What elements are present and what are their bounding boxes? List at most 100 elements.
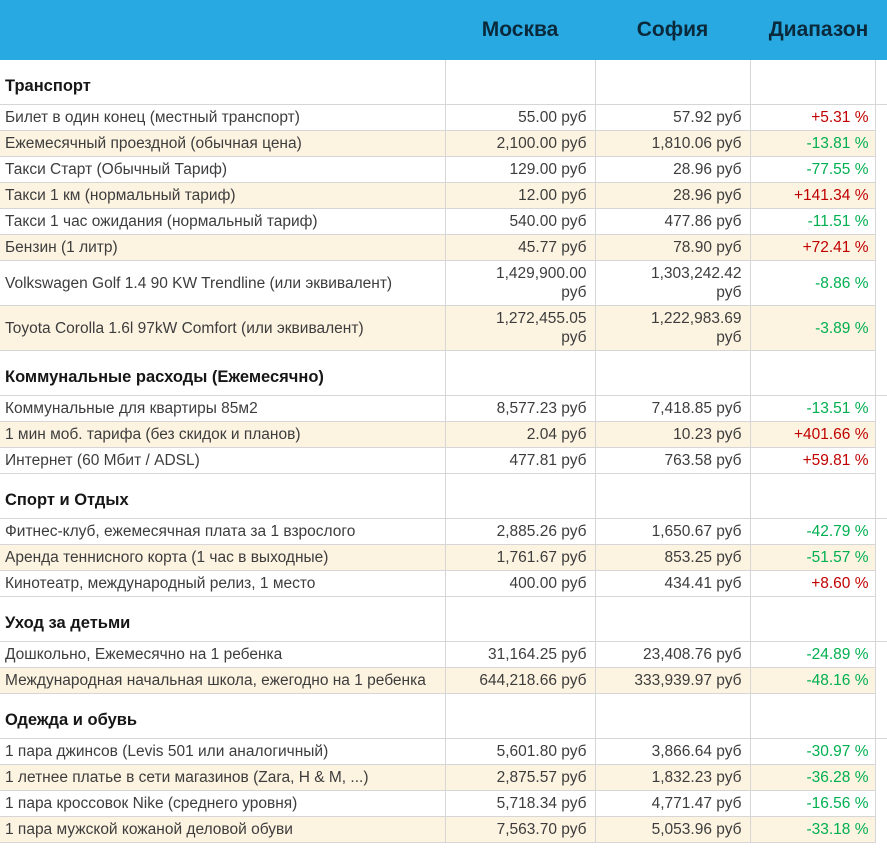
moscow-value-text: 400.00 руб	[509, 575, 587, 592]
table-row: 1 мин моб. тарифа (без скидок и планов) 2…	[0, 421, 887, 448]
section-title: Транспорт	[0, 60, 446, 105]
moscow-value-text: 5,601.80 руб	[496, 743, 587, 760]
empty-cell	[445, 473, 596, 519]
moscow-value: 12.00 руб	[445, 182, 596, 209]
range-value: -42.79 %	[750, 518, 876, 545]
empty-cell	[445, 350, 596, 396]
empty-cell	[750, 473, 876, 519]
scrollbar-gutter	[875, 104, 887, 131]
moscow-value-text: 540.00 руб	[509, 213, 587, 230]
column-header-sofia: София	[595, 0, 750, 60]
sofia-value: 1,222,983.69 руб	[595, 305, 751, 351]
sofia-value-text: 10.23 руб	[673, 426, 742, 443]
sofia-value: 5,053.96 руб	[595, 816, 751, 843]
sofia-value-text: 434.41 руб	[664, 575, 742, 592]
sofia-value-text: 23,408.76 руб	[642, 646, 742, 663]
row-label: Билет в один конец (местный транспорт)	[0, 104, 446, 131]
table-row: Volkswagen Golf 1.4 90 KW Trendline (или…	[0, 260, 887, 306]
row-label: Международная начальная школа, ежегодно …	[0, 667, 446, 694]
range-value: -13.81 %	[750, 130, 876, 157]
range-value: +401.66 %	[750, 421, 876, 448]
sofia-value-text: 5,053.96 руб	[651, 821, 742, 838]
table-row: Такси Старт (Обычный Тариф) 129.00 руб 28.…	[0, 156, 887, 183]
moscow-value: 5,601.80 руб	[445, 738, 596, 765]
moscow-value: 540.00 руб	[445, 208, 596, 235]
scrollbar-gutter	[875, 570, 887, 597]
moscow-value: 7,563.70 руб	[445, 816, 596, 843]
moscow-value-text: 1,761.67 руб	[496, 549, 587, 566]
range-value: -13.51 %	[750, 395, 876, 422]
scrollbar-gutter	[875, 421, 887, 448]
moscow-value-text: 5,718.34 руб	[496, 795, 587, 812]
table-row: Билет в один конец (местный транспорт) 55…	[0, 104, 887, 131]
sofia-value: 1,650.67 руб	[595, 518, 751, 545]
row-label: Toyota Corolla 1.6l 97kW Comfort (или эк…	[0, 305, 446, 351]
row-label: Такси 1 час ожидания (нормальный тариф)	[0, 208, 446, 235]
moscow-value: 477.81 руб	[445, 447, 596, 474]
table-row: 1 пара кроссовок Nike (среднего уровня) 5…	[0, 790, 887, 817]
moscow-value: 55.00 руб	[445, 104, 596, 131]
range-value: -36.28 %	[750, 764, 876, 791]
table-row: 1 летнее платье в сети магазинов (Zara, …	[0, 764, 887, 791]
range-value: +5.31 %	[750, 104, 876, 131]
moscow-value-text: 8,577.23 руб	[496, 400, 587, 417]
moscow-value-text: 31,164.25 руб	[487, 646, 587, 663]
sofia-value-text: 4,771.47 руб	[651, 795, 742, 812]
row-label: Аренда теннисного корта (1 час в выходны…	[0, 544, 446, 571]
range-value: +72.41 %	[750, 234, 876, 261]
table-row: Интернет (60 Мбит / ADSL) 477.81 руб 763.5…	[0, 447, 887, 474]
range-value: -33.18 %	[750, 816, 876, 843]
moscow-value-text: 12.00 руб	[518, 187, 587, 204]
moscow-value-text: 55.00 руб	[518, 109, 587, 126]
moscow-value: 5,718.34 руб	[445, 790, 596, 817]
moscow-value: 8,577.23 руб	[445, 395, 596, 422]
table-header: Москва София Диапазон	[0, 0, 887, 60]
moscow-value-text: 1,429,900.00 руб	[495, 265, 587, 301]
row-label: Интернет (60 Мбит / ADSL)	[0, 447, 446, 474]
scrollbar-gutter	[875, 816, 887, 843]
empty-cell	[445, 60, 596, 105]
sofia-value: 1,832.23 руб	[595, 764, 751, 791]
table-row: 1 пара джинсов (Levis 501 или аналогичны…	[0, 738, 887, 765]
scrollbar-gutter	[875, 738, 887, 765]
moscow-value-text: 644,218.66 руб	[479, 672, 587, 689]
moscow-value: 2.04 руб	[445, 421, 596, 448]
scrollbar-gutter	[875, 260, 887, 306]
range-value: -3.89 %	[750, 305, 876, 351]
moscow-value: 1,761.67 руб	[445, 544, 596, 571]
sofia-value: 1,810.06 руб	[595, 130, 751, 157]
empty-cell	[595, 60, 751, 105]
scrollbar-gutter	[875, 544, 887, 571]
section-header-row: Коммунальные расходы (Ежемесячно)	[0, 350, 887, 396]
scrollbar-gutter	[875, 641, 887, 668]
moscow-value-text: 2.04 руб	[526, 426, 587, 443]
table-row: Такси 1 км (нормальный тариф) 12.00 руб 28…	[0, 182, 887, 209]
sofia-value: 434.41 руб	[595, 570, 751, 597]
empty-cell	[750, 596, 876, 642]
range-value: -48.16 %	[750, 667, 876, 694]
sofia-value-text: 7,418.85 руб	[651, 400, 742, 417]
column-header-range: Диапазон	[750, 0, 887, 60]
sofia-value-text: 1,650.67 руб	[651, 523, 742, 540]
sofia-value: 78.90 руб	[595, 234, 751, 261]
table-row: Toyota Corolla 1.6l 97kW Comfort (или эк…	[0, 305, 887, 351]
table-row: Кинотеатр, международный релиз, 1 место 4…	[0, 570, 887, 597]
sofia-value-text: 28.96 руб	[673, 161, 742, 178]
moscow-value-text: 45.77 руб	[518, 239, 587, 256]
range-value: -11.51 %	[750, 208, 876, 235]
table-row: Такси 1 час ожидания (нормальный тариф) 5…	[0, 208, 887, 235]
row-label: 1 пара джинсов (Levis 501 или аналогичны…	[0, 738, 446, 765]
section-header-row: Уход за детьми	[0, 596, 887, 642]
row-label: 1 пара мужской кожаной деловой обуви	[0, 816, 446, 843]
scrollbar-gutter	[875, 305, 887, 351]
section-title: Коммунальные расходы (Ежемесячно)	[0, 350, 446, 396]
moscow-value-text: 7,563.70 руб	[496, 821, 587, 838]
table-row: Ежемесячный проездной (обычная цена) 2,10…	[0, 130, 887, 157]
empty-cell	[595, 693, 751, 739]
sofia-value-text: 1,222,983.69 руб	[650, 310, 742, 346]
sofia-value: 28.96 руб	[595, 156, 751, 183]
range-value: -8.86 %	[750, 260, 876, 306]
scrollbar-gutter	[875, 182, 887, 209]
sofia-value-text: 78.90 руб	[673, 239, 742, 256]
moscow-value-text: 477.81 руб	[509, 452, 587, 469]
